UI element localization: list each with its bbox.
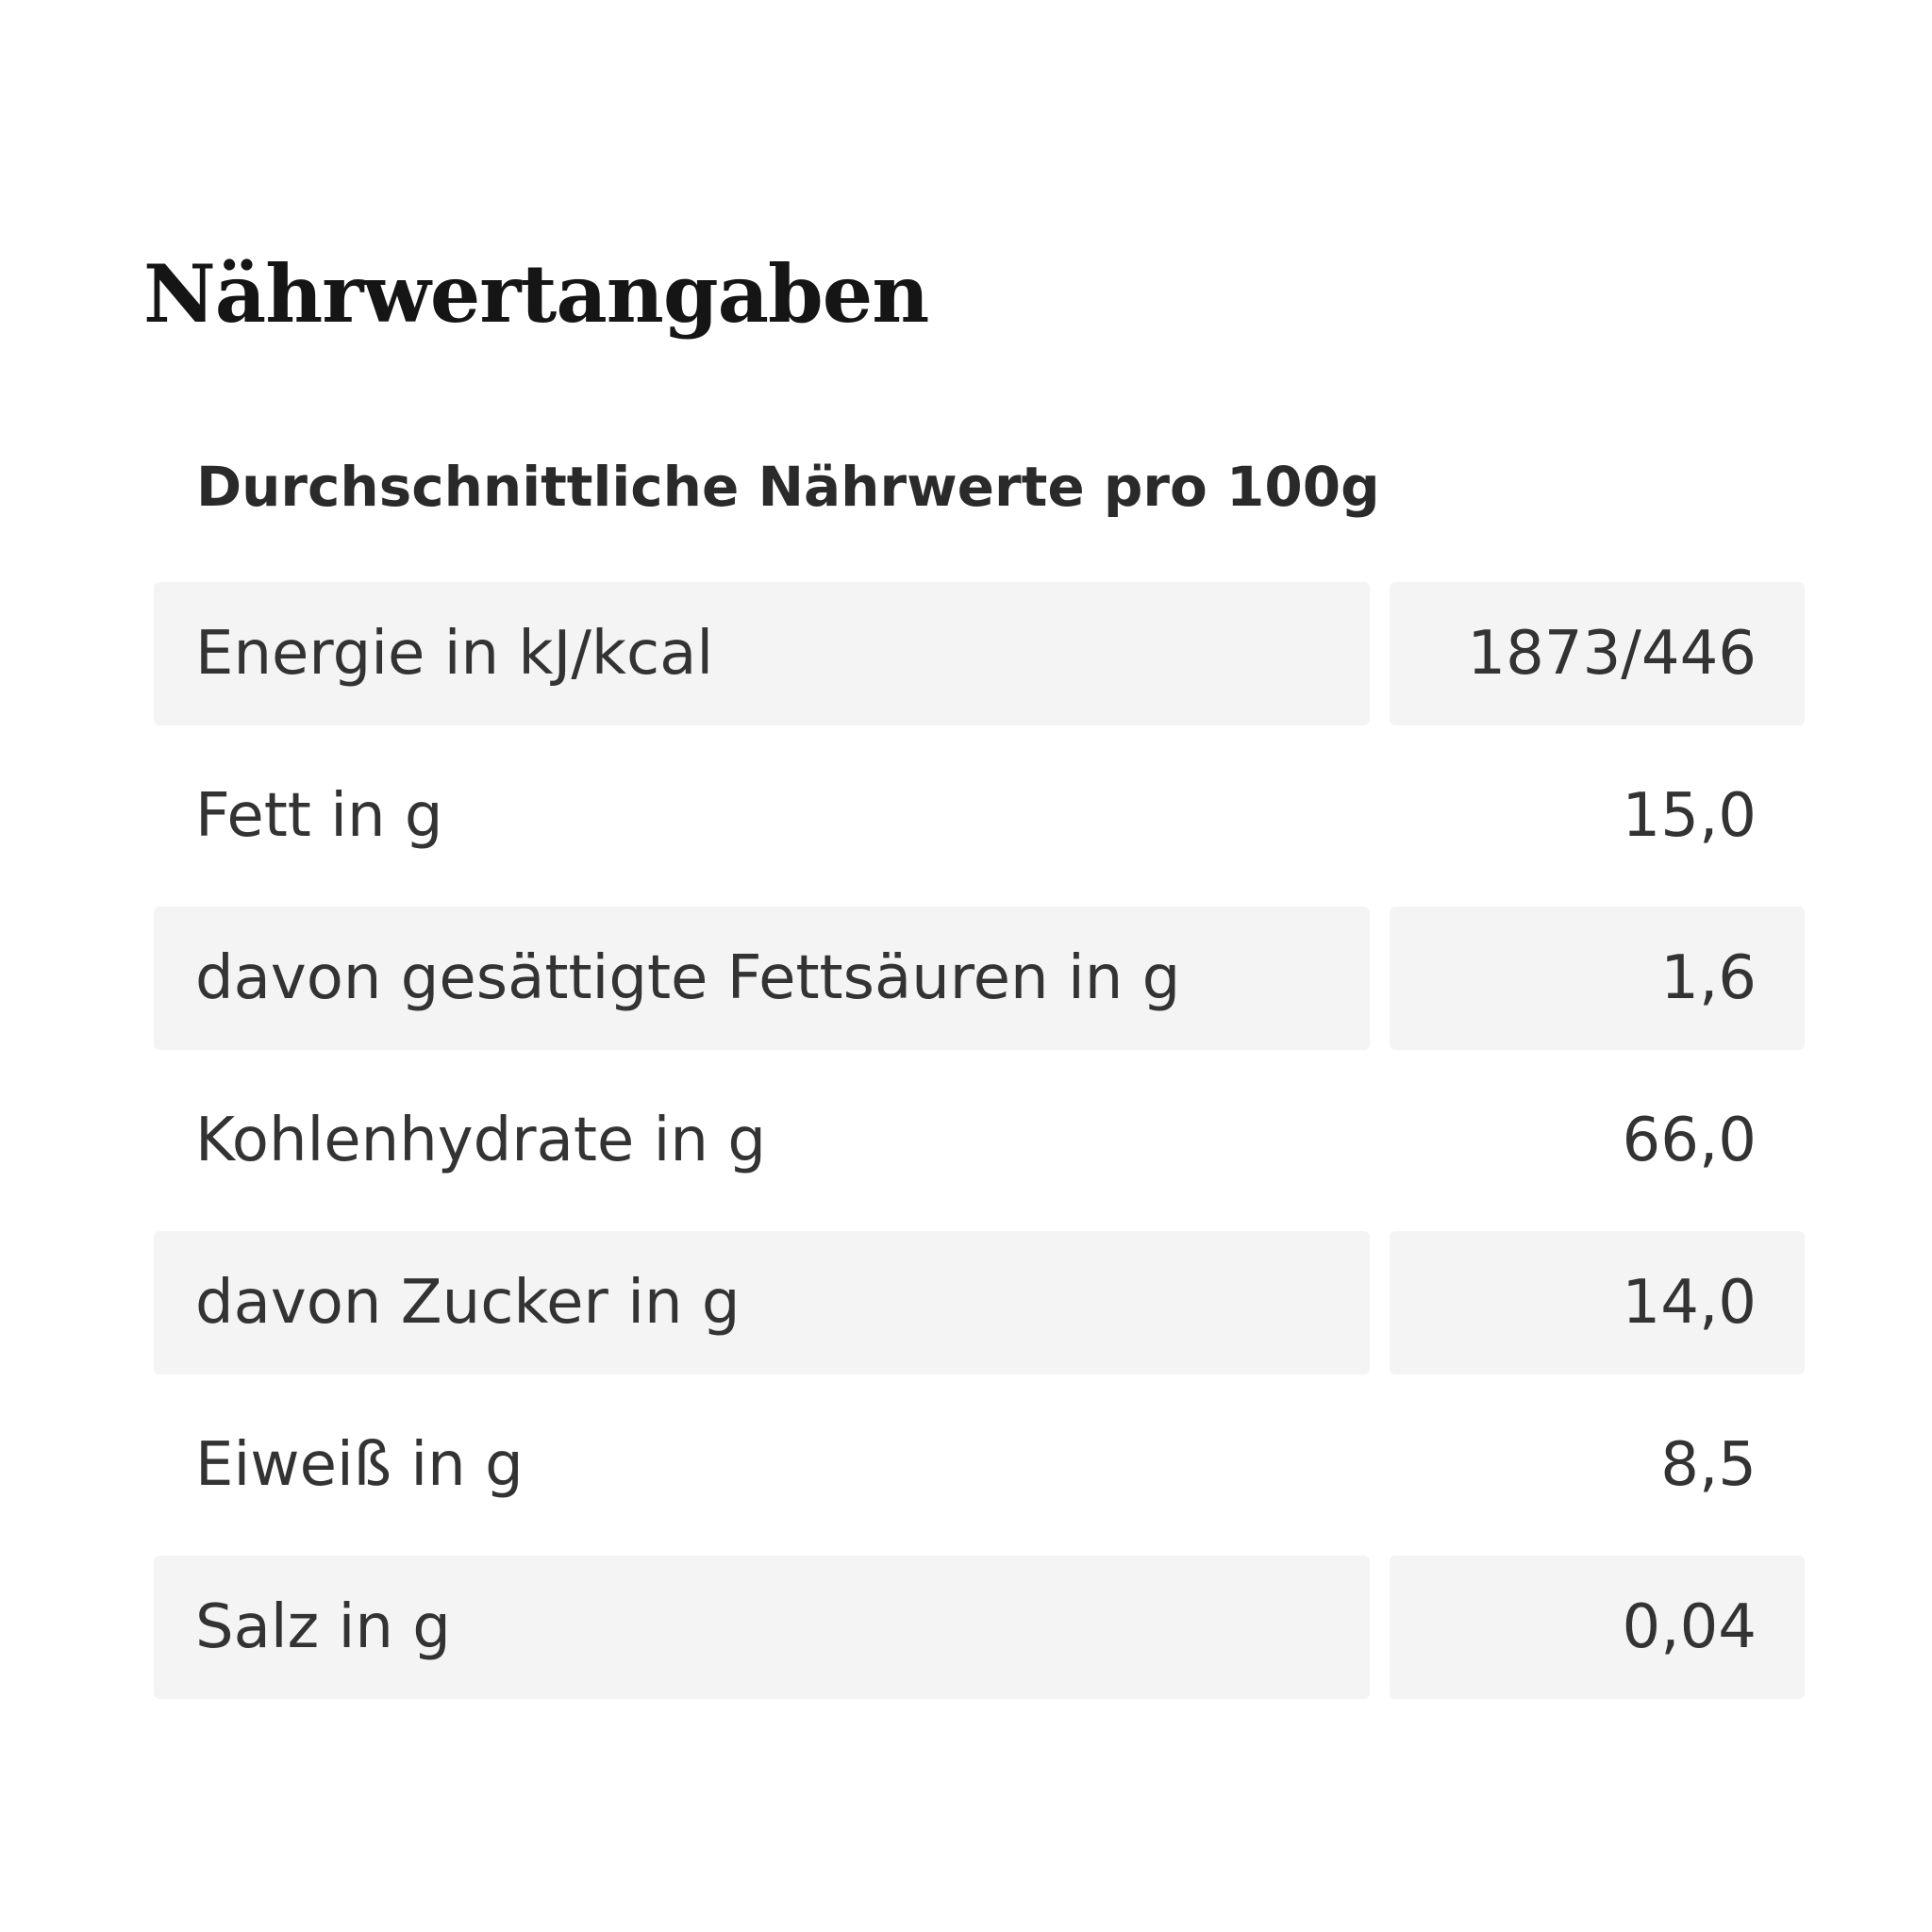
nutrient-value: 14,0 bbox=[1390, 1231, 1805, 1374]
nutrient-label: Energie in kJ/kcal bbox=[154, 582, 1370, 725]
nutrient-label: Fett in g bbox=[195, 781, 443, 851]
nutrient-value: 15,0 bbox=[1622, 781, 1757, 851]
subtitle: Durchschnittliche Nährwerte pro 100g bbox=[196, 455, 1380, 519]
nutrient-label: davon gesättigte Fettsäuren in g bbox=[154, 907, 1370, 1050]
nutrient-value: 1873/446 bbox=[1390, 582, 1805, 725]
nutrient-label: davon Zucker in g bbox=[154, 1231, 1370, 1374]
nutrient-value: 0,04 bbox=[1390, 1556, 1805, 1699]
title: Nährwertangaben bbox=[143, 247, 929, 341]
nutrient-label: Kohlenhydrate in g bbox=[195, 1106, 766, 1175]
nutrient-value: 66,0 bbox=[1622, 1106, 1757, 1175]
nutrient-label: Eiweiß in g bbox=[195, 1430, 524, 1500]
nutrient-value: 8,5 bbox=[1660, 1430, 1757, 1500]
nutrient-value: 1,6 bbox=[1390, 907, 1805, 1050]
nutrient-label: Salz in g bbox=[154, 1556, 1370, 1699]
